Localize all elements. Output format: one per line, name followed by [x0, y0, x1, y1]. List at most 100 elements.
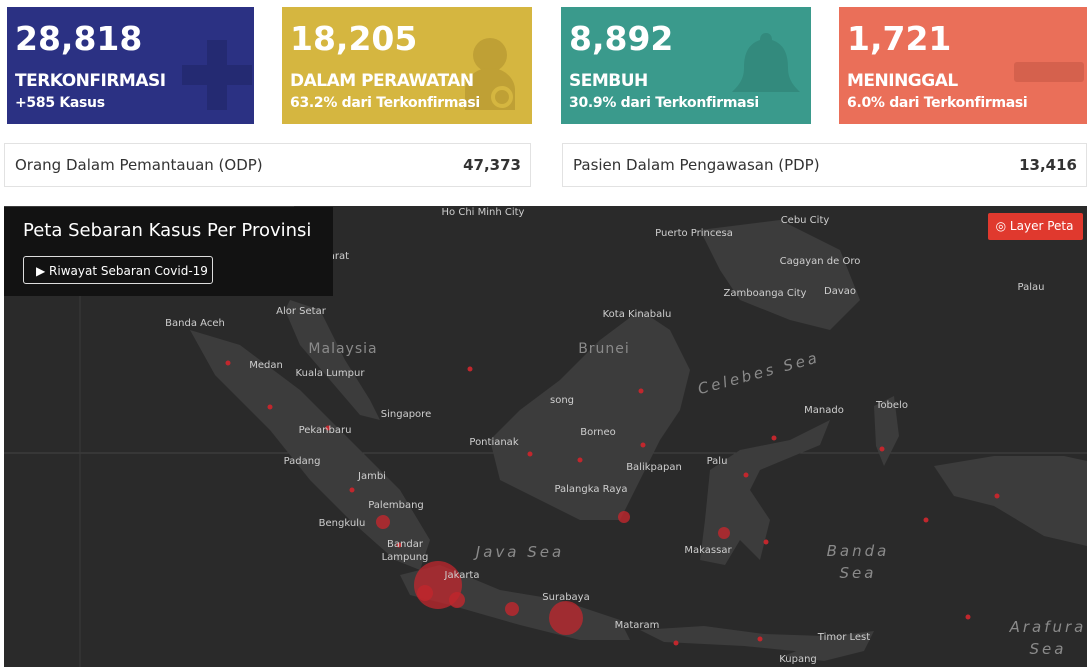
place-label: Palangka Raya: [554, 484, 627, 495]
stat-label: DALAM PERAWATAN: [290, 71, 474, 91]
place-label: Palu: [707, 456, 728, 467]
case-marker: [467, 366, 473, 372]
monitoring-label: Pasien Dalam Pengawasan (PDP): [573, 156, 820, 174]
place-label: Padang: [284, 456, 321, 467]
map-title: Peta Sebaran Kasus Per Provinsi: [23, 220, 312, 241]
case-marker: [618, 511, 630, 523]
stat-value: 18,205: [290, 19, 418, 58]
case-marker: [396, 542, 402, 548]
icon: [182, 40, 252, 110]
stat-value: 28,818: [15, 19, 143, 58]
place-label-line: Arafura: [1009, 618, 1087, 636]
place-label: Medan: [249, 360, 283, 371]
history-button[interactable]: ▶ Riwayat Sebaran Covid-19: [23, 256, 213, 284]
place-label: Kota Kinabalu: [603, 309, 672, 320]
place-label: Pekanbaru: [299, 425, 352, 436]
place-label: Arafura Sea: [1009, 618, 1087, 658]
case-marker: [325, 425, 331, 431]
case-marker: [577, 457, 583, 463]
stat-label: MENINGGAL: [847, 71, 958, 91]
place-label: Puerto Princesa: [655, 228, 733, 239]
place-label: Pontianak: [469, 437, 518, 448]
case-marker: [763, 539, 769, 545]
case-marker: [527, 451, 533, 457]
place-label-line: Bandar: [387, 539, 424, 550]
case-markers: [225, 360, 1000, 646]
place-label-line: Banda: [827, 542, 890, 560]
monitoring-row: Pasien Dalam Pengawasan (PDP) 13,416: [562, 143, 1087, 187]
case-marker: [743, 472, 749, 478]
place-label: Alor Setar: [276, 306, 327, 317]
place-label: Cagayan de Oro: [780, 256, 861, 267]
monitoring-value: 13,416: [1019, 156, 1077, 174]
layer-button[interactable]: ◎ Layer Peta: [988, 213, 1083, 240]
case-marker: [757, 636, 763, 642]
place-label: Java Sea: [473, 543, 564, 561]
stat-sub: 63.2% dari Terkonfirmasi: [290, 95, 480, 111]
case-marker: [771, 435, 777, 441]
place-label: Mataram: [615, 620, 660, 631]
place-label: Balikpapan: [626, 462, 682, 473]
case-marker: [718, 527, 730, 539]
stat-label: SEMBUH: [569, 71, 648, 91]
map[interactable]: Ho Chi Minh City Cebu City Puerto Princesa…: [4, 206, 1087, 667]
stat-card: 8,892 SEMBUH 30.9% dari Terkonfirmasi: [561, 7, 811, 124]
case-marker: [673, 640, 679, 646]
place-label: Timor Lest: [817, 632, 870, 643]
monitoring-label: Orang Dalam Pemantauan (ODP): [15, 156, 263, 174]
case-marker: [267, 404, 273, 410]
stat-value: 8,892: [569, 19, 674, 58]
stat-value: 1,721: [847, 19, 952, 58]
place-label-line: Sea: [840, 564, 877, 582]
place-label: Bengkulu: [319, 518, 366, 529]
case-marker: [879, 446, 885, 452]
place-label: Surabaya: [542, 592, 589, 603]
place-label-line: Lampung: [382, 552, 429, 563]
place-label: Brunei: [578, 341, 630, 357]
case-marker: [417, 585, 433, 601]
monitoring-row: Orang Dalam Pemantauan (ODP) 47,373: [4, 143, 531, 187]
case-marker: [923, 517, 929, 523]
place-label: Ho Chi Minh City: [442, 207, 525, 218]
place-label: Borneo: [580, 427, 616, 438]
history-button-label[interactable]: Riwayat Sebaran Covid-19: [49, 264, 208, 278]
place-label: song: [550, 395, 574, 406]
place-label: Singapore: [381, 409, 431, 420]
map-title-panel: Peta Sebaran Kasus Per Provinsi ▶ Riwaya…: [4, 207, 333, 296]
place-label: Banda Aceh: [165, 318, 225, 329]
place-label: Tobelo: [875, 400, 908, 411]
stat-card: 1,721 MENINGGAL 6.0% dari Terkonfirmasi: [839, 7, 1087, 124]
place-label-line: Sea: [1030, 640, 1067, 658]
case-marker: [549, 601, 583, 635]
icon: [732, 33, 800, 92]
place-label: Jakarta: [444, 570, 480, 581]
layer-button-label[interactable]: Layer Peta: [1009, 219, 1074, 233]
case-marker: [994, 493, 1000, 499]
place-label: Kupang: [779, 654, 817, 665]
place-label: Zamboanga City: [724, 288, 807, 299]
place-label: Kuala Lumpur: [296, 368, 366, 379]
place-label: Banda Sea: [827, 542, 890, 582]
stat-label: TERKONFIRMASI: [15, 71, 166, 91]
place-label: Bandar Lampung: [382, 539, 429, 563]
stat-sub: +585 Kasus: [15, 95, 105, 111]
case-marker: [349, 487, 355, 493]
place-label: Jambi: [357, 471, 386, 482]
case-marker: [638, 388, 644, 394]
place-label: Palembang: [368, 500, 424, 511]
stat-card: 18,205 DALAM PERAWATAN 63.2% dari Terkon…: [282, 7, 532, 124]
monitoring-value: 47,373: [463, 156, 521, 174]
case-marker: [225, 360, 231, 366]
place-label: Palau: [1018, 282, 1045, 293]
case-marker: [449, 592, 465, 608]
stat-sub: 6.0% dari Terkonfirmasi: [847, 95, 1028, 111]
icon: [1014, 62, 1084, 82]
place-label: Cebu City: [781, 215, 830, 226]
place-label: Malaysia: [308, 341, 377, 357]
case-marker: [640, 442, 646, 448]
place-label: Davao: [824, 286, 856, 297]
case-marker: [965, 614, 971, 620]
place-label: Manado: [804, 405, 844, 416]
